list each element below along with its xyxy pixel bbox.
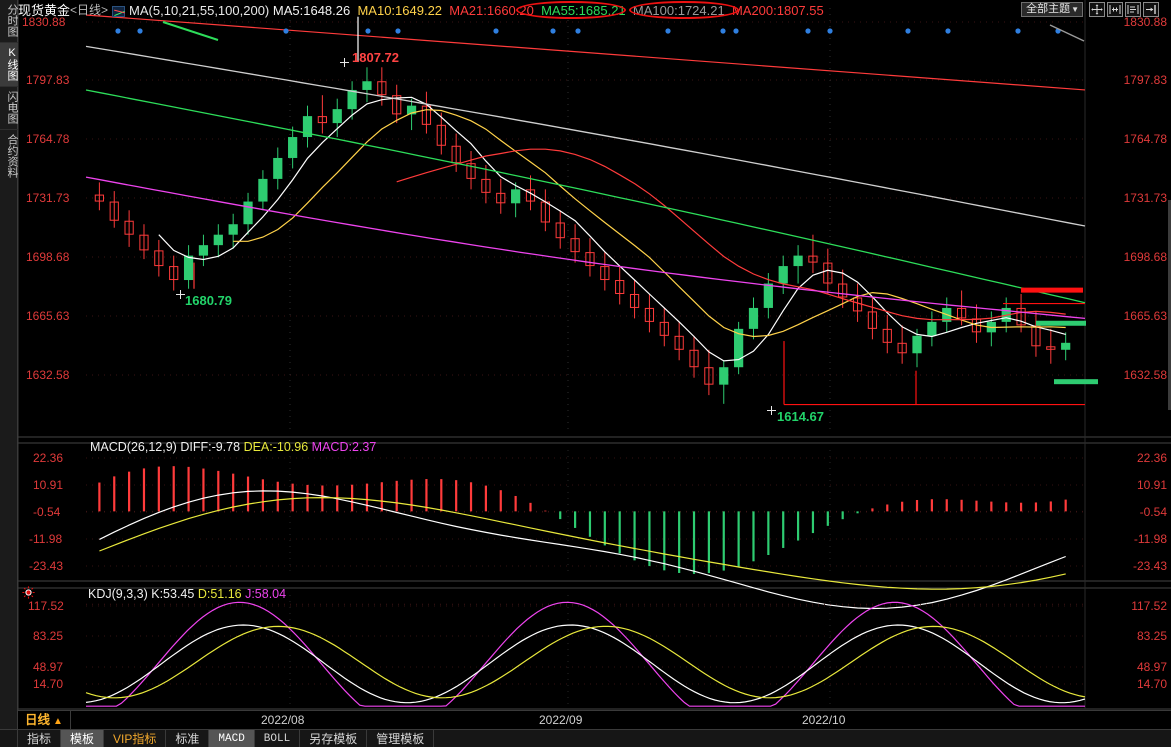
expand-right-icon[interactable] (1143, 2, 1159, 17)
theme-selector[interactable]: 全部主题▼ (1021, 2, 1083, 17)
macd-ytick-left: -11.98 (29, 532, 63, 546)
vertical-scrollbar[interactable] (1168, 200, 1171, 410)
price-ytick-left: 1632.58 (26, 368, 70, 382)
macd-diff-value: DIFF:-9.78 (180, 440, 241, 454)
toolbar-item-vip-indicator[interactable]: VIP指标 (104, 730, 167, 747)
macd-ytick-left: 22.36 (33, 451, 64, 465)
macd-title: MACD(26,12,9) (90, 440, 177, 454)
chart-graphics (18, 0, 1171, 729)
price-ytick-left: 1830.88 (22, 15, 66, 29)
fit-horizontal-icon[interactable] (1125, 2, 1141, 17)
toolbar-item-macd[interactable]: MACD (209, 730, 255, 747)
sidebar-item-lightning[interactable]: 闪电图 (6, 91, 18, 124)
triangle-up-icon: ▲ (53, 716, 63, 727)
kdj-alert-icon[interactable] (22, 586, 35, 599)
sidebar-divider (0, 42, 18, 43)
kdj-ytick: 14.70 (1136, 677, 1167, 691)
macd-dea-value: DEA:-10.96 (243, 440, 309, 454)
kdj-panel-header: KDJ(9,3,3) K:53.45 D:51.16 J:58.04 (88, 587, 286, 601)
period-selector[interactable]: 日线 ▲ (18, 711, 71, 729)
ma21-value: MA21:1660.20 (449, 3, 534, 19)
sidebar-divider (0, 86, 18, 87)
x-axis-bar: 日线 ▲ 2022/08 2022/09 2022/10 (18, 710, 1171, 729)
ma5-value: MA5:1648.26 (272, 3, 351, 19)
macd-ytick: 22.36 (1136, 451, 1167, 465)
kdj-ytick-left: 83.25 (33, 629, 64, 643)
crosshair-icon[interactable] (1089, 2, 1105, 17)
price-ytick: 1665.63 (1123, 309, 1167, 323)
toolbar-leading-spacer (0, 730, 18, 747)
ma10-value: MA10:1649.22 (357, 3, 443, 19)
toolbar-item-boll[interactable]: BOLL (255, 730, 301, 747)
price-ytick: 1632.58 (1123, 368, 1167, 382)
low-marker-cross (176, 290, 185, 299)
price-ytick: 1830.88 (1123, 15, 1167, 29)
ma100-value: MA100:1724.21 (632, 3, 725, 19)
price-ytick-left: 1665.63 (26, 309, 70, 323)
low-price-annotation: 1680.79 (185, 293, 232, 308)
low-price-annotation: 1614.67 (777, 409, 824, 424)
theme-selector-label: 全部主题 (1026, 3, 1071, 15)
chart-header-info: 现货黄金<日线> MA(5,10,21,55,100,200) MA5:1648.… (18, 1, 1171, 18)
price-ytick-left: 1797.83 (26, 73, 70, 87)
toolbar-item-standard[interactable]: 标准 (166, 730, 210, 747)
high-price-annotation: 1807.72 (352, 50, 399, 65)
sidebar-item-kline[interactable]: K线图 (0, 43, 18, 86)
price-ytick-left: 1764.78 (26, 132, 70, 146)
ma-params-label: MA(5,10,21,55,100,200) (129, 3, 270, 19)
price-ytick-left: 1698.68 (26, 250, 70, 264)
toolbar-spacer (434, 730, 1171, 747)
left-sidebar: 分时图 K线图 闪电图 合约资料 (0, 0, 18, 729)
kdj-ytick: 48.97 (1136, 660, 1167, 674)
macd-ytick: -23.43 (1132, 559, 1167, 573)
macd-ytick: 10.91 (1136, 478, 1167, 492)
toolbar-item-save-template[interactable]: 另存模板 (300, 730, 368, 747)
low-marker-cross (767, 406, 776, 415)
fit-vertical-icon[interactable] (1107, 2, 1123, 17)
kdj-title: KDJ(9,3,3) (88, 587, 148, 601)
kdj-k-value: K:53.45 (151, 587, 195, 601)
sidebar-divider (0, 129, 18, 130)
macd-ytick: -0.54 (1139, 505, 1167, 519)
ma55-value: MA55:1685.21 (541, 3, 626, 19)
instrument-name: 现货黄金 (18, 3, 71, 19)
macd-ytick-left: -0.54 (33, 505, 61, 519)
macd-ytick-left: 10.91 (33, 478, 64, 492)
high-marker-cross (340, 58, 349, 67)
price-ytick-left: 1731.73 (26, 191, 70, 205)
kdj-ytick-left: 117.52 (28, 599, 64, 613)
macd-ytick: -11.98 (1133, 532, 1167, 546)
kdj-d-value: D:51.16 (197, 587, 242, 601)
macd-ytick-left: -23.43 (29, 559, 64, 573)
toolbar-item-indicator[interactable]: 指标 (18, 730, 62, 747)
ma200-value: MA200:1807.55 (731, 3, 824, 19)
price-ytick: 1797.83 (1123, 73, 1167, 87)
kdj-ytick: 83.25 (1136, 629, 1167, 643)
sidebar-item-contract-info[interactable]: 合约资料 (6, 134, 18, 178)
price-ytick: 1698.68 (1123, 250, 1167, 264)
indicator-icon[interactable] (112, 5, 126, 17)
toolbar-item-template[interactable]: 模板 (61, 730, 105, 747)
kdj-ytick-left: 14.70 (33, 677, 64, 691)
price-ytick: 1764.78 (1123, 132, 1167, 146)
price-ytick: 1731.73 (1123, 191, 1167, 205)
period-selector-label: 日线 (25, 713, 51, 727)
chevron-down-icon: ▼ (1071, 5, 1079, 14)
kdj-ytick-left: 48.97 (33, 660, 64, 674)
sidebar-item-timeshare[interactable]: 分时图 (6, 4, 18, 37)
period-label: <日线> (70, 3, 109, 18)
macd-macd-value: MACD:2.37 (311, 440, 377, 454)
x-axis-tick: 2022/09 (539, 713, 583, 727)
x-axis-tick: 2022/10 (802, 713, 846, 727)
bottom-toolbar: 指标 模板 VIP指标 标准 MACD BOLL 另存模板 管理模板 (0, 729, 1171, 747)
chart-canvas-area[interactable] (18, 0, 1171, 729)
kdj-j-value: J:58.04 (245, 587, 287, 601)
x-axis-tick: 2022/08 (261, 713, 305, 727)
macd-panel-header: MACD(26,12,9) DIFF:-9.78 DEA:-10.96 MACD… (90, 440, 376, 454)
toolbar-item-manage-template[interactable]: 管理模板 (367, 730, 435, 747)
kdj-ytick: 117.52 (1131, 599, 1167, 613)
